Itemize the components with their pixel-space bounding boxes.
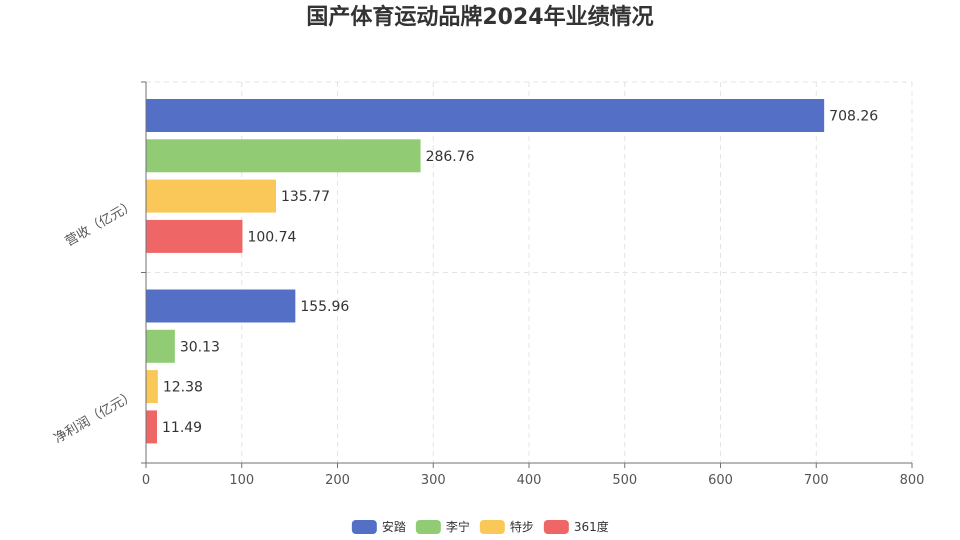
- legend-item[interactable]: 李宁: [415, 519, 470, 534]
- legend-swatch: [351, 520, 377, 534]
- x-tick-label: 0: [142, 473, 150, 488]
- bar-value-label: 12.38: [163, 380, 203, 396]
- x-tick-label: 200: [325, 473, 350, 488]
- bar-value-label: 135.77: [281, 189, 330, 205]
- bar[interactable]: [146, 179, 276, 213]
- bar-value-label: 708.26: [829, 109, 878, 125]
- bars: 708.26 286.76 135.77 100.74 155.96 30.13 12.38…: [146, 99, 878, 444]
- bar-value-label: 30.13: [180, 339, 220, 355]
- legend-label: 安踏: [382, 519, 406, 534]
- bar-value-label: 11.49: [162, 420, 202, 436]
- x-tick-label: 500: [612, 473, 637, 488]
- chart-title: 国产体育运动品牌2024年业绩情况: [306, 4, 653, 30]
- legend[interactable]: 安踏 李宁 特步 361度: [351, 519, 609, 534]
- legend-item[interactable]: 特步: [479, 519, 534, 534]
- x-tick-label: 300: [421, 473, 446, 488]
- legend-item[interactable]: 361度: [543, 519, 609, 534]
- legend-swatch: [543, 520, 569, 534]
- x-tick-label: 400: [517, 473, 542, 488]
- legend-label: 特步: [510, 519, 534, 534]
- category-label: 营收（亿元）: [63, 198, 138, 250]
- bar[interactable]: [146, 370, 158, 404]
- bar[interactable]: [146, 289, 296, 323]
- x-tick-label: 800: [900, 473, 925, 488]
- legend-label: 李宁: [446, 519, 470, 534]
- bar[interactable]: [146, 219, 243, 253]
- bar[interactable]: [146, 139, 421, 173]
- bar-value-label: 286.76: [426, 149, 475, 165]
- x-tick-label: 100: [229, 473, 254, 488]
- legend-item[interactable]: 安踏: [351, 519, 406, 534]
- bar[interactable]: [146, 329, 175, 363]
- x-tick-label: 700: [804, 473, 829, 488]
- grid: [146, 81, 913, 463]
- bar[interactable]: [146, 99, 825, 132]
- bar-value-label: 100.74: [247, 229, 296, 245]
- legend-swatch: [479, 520, 505, 534]
- bar[interactable]: [146, 410, 158, 444]
- legend-label: 361度: [574, 519, 609, 534]
- category-label: 净利润（亿元）: [52, 388, 138, 446]
- x-tick-label: 600: [708, 473, 733, 488]
- bar-value-label: 155.96: [300, 299, 349, 315]
- legend-swatch: [415, 520, 441, 534]
